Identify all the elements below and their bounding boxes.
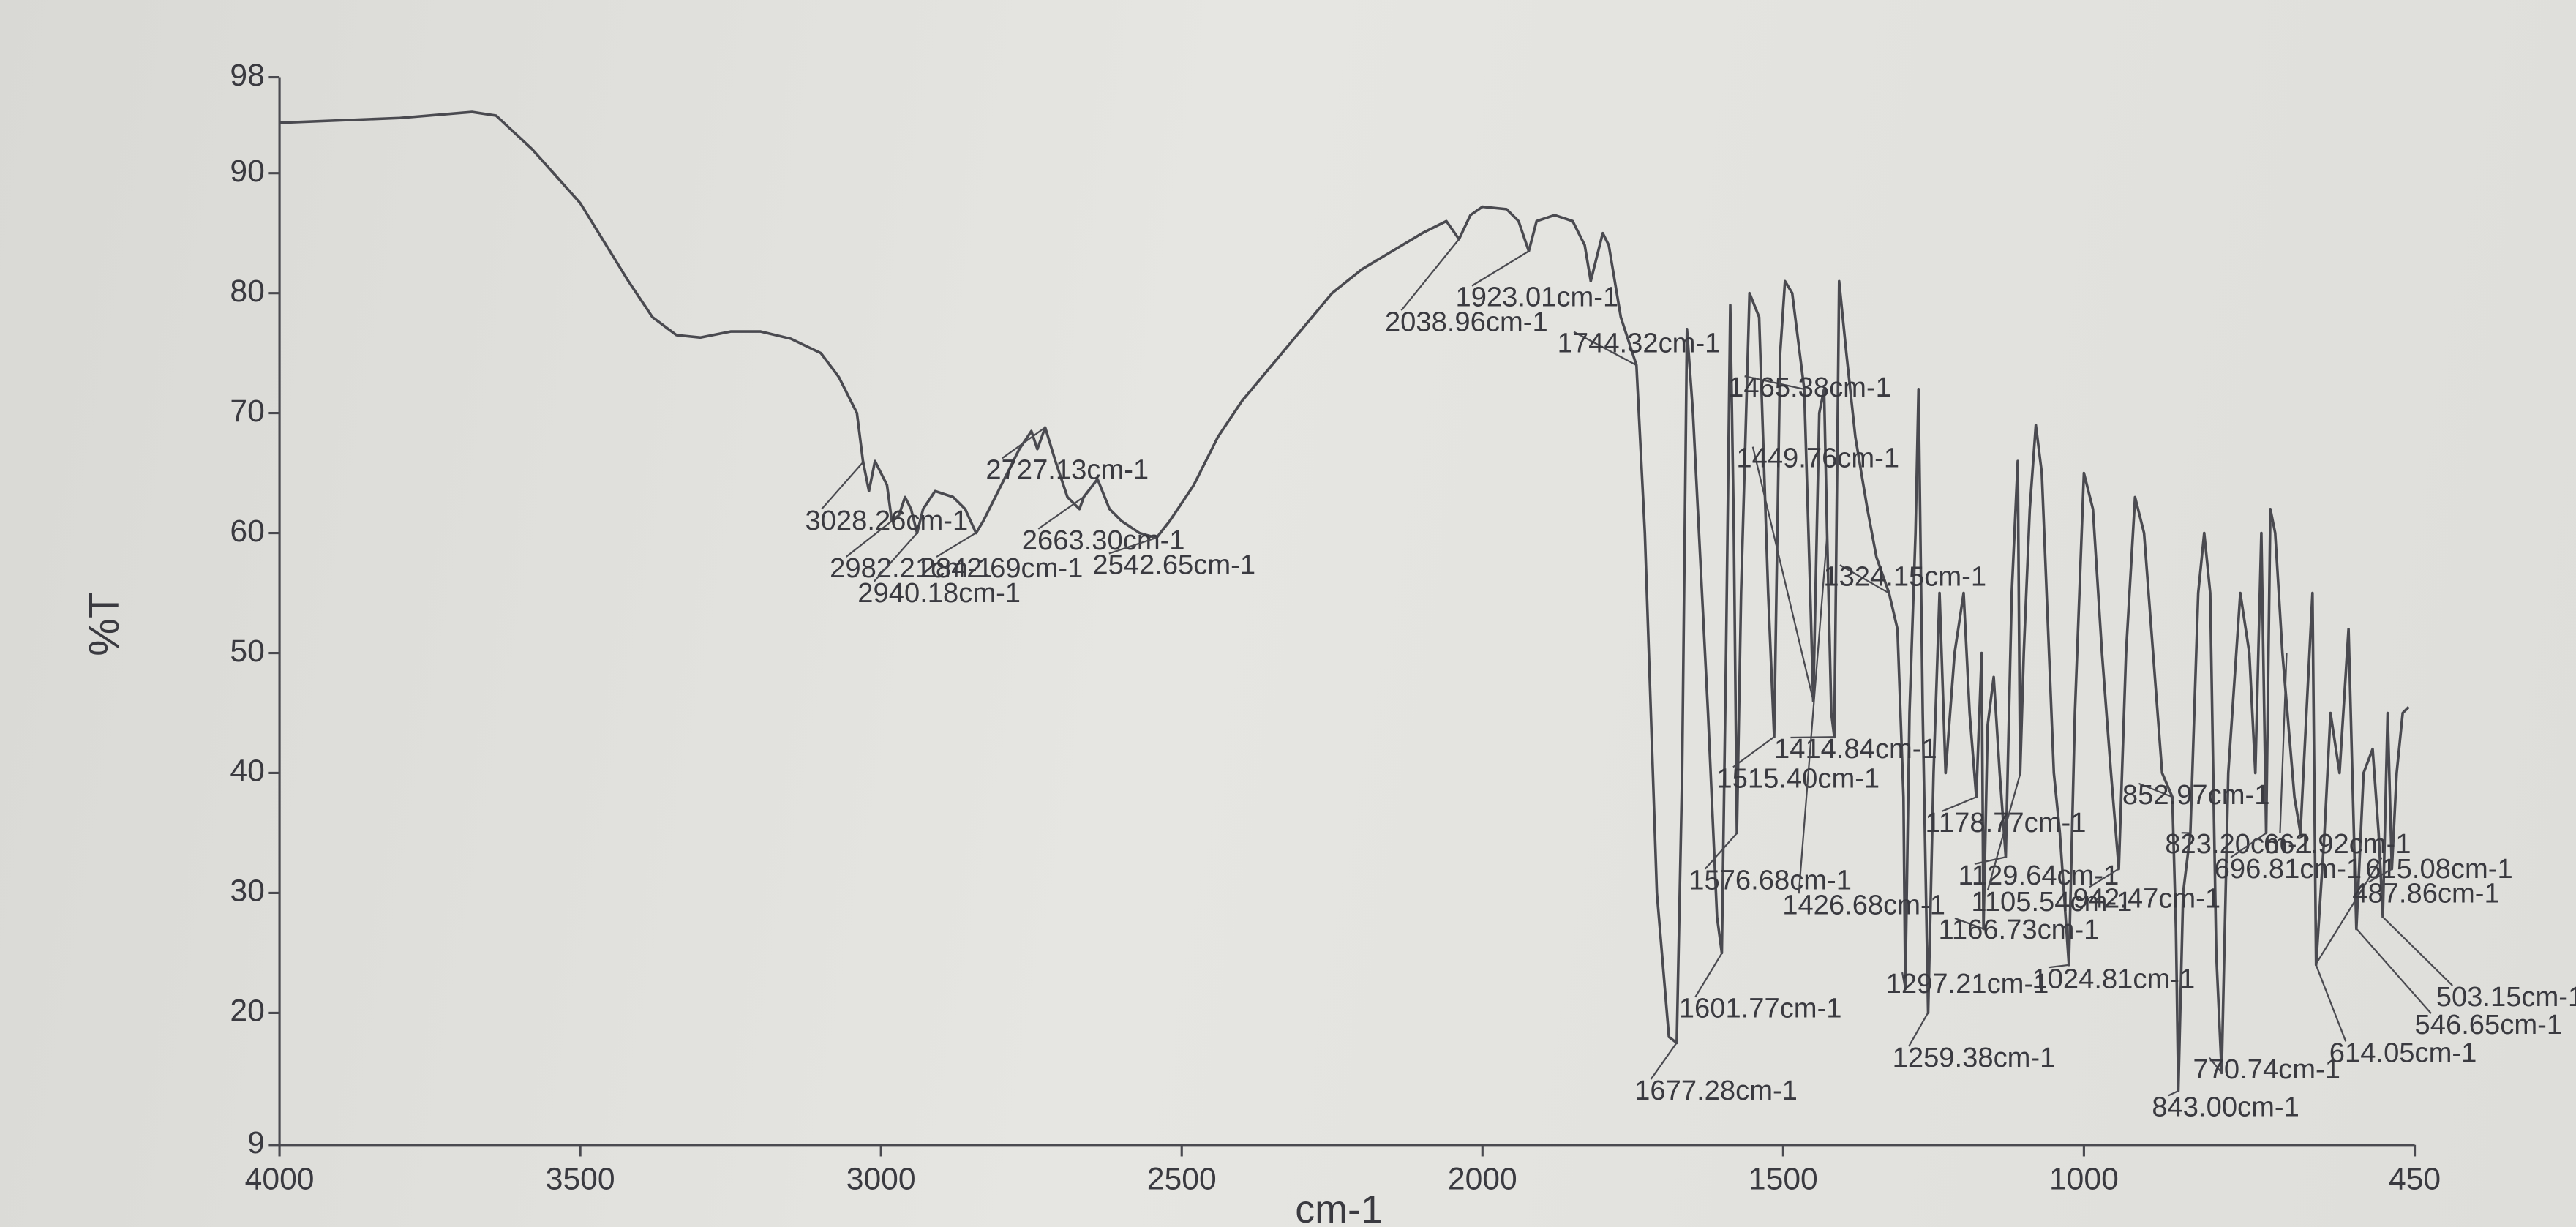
peak-label: 2982.21cm-1 (830, 552, 993, 584)
peak-leader (1108, 537, 1157, 555)
peak-leader (1732, 736, 1775, 768)
peak-leader (1986, 773, 2021, 891)
peak-label: 942.47cm-1 (2073, 882, 2221, 914)
y-tick-label: 60 (230, 514, 264, 549)
peak-label: 1601.77cm-1 (1679, 993, 1842, 1024)
x-tick-label: 4000 (245, 1161, 315, 1196)
y-tick-label: 98 (230, 58, 264, 93)
peak-leader (1650, 1042, 1678, 1080)
spectrum-line (279, 110, 2410, 1092)
peak-label: 1677.28cm-1 (1634, 1075, 1798, 1106)
y-tick-label: 50 (230, 634, 264, 669)
peak-leader (1002, 427, 1046, 459)
peak-leader (2356, 928, 2432, 1014)
peak-leader (2314, 857, 2383, 966)
peak-leader (1751, 446, 1814, 702)
peak-leader (1400, 239, 1460, 312)
peak-leader (1908, 1012, 1929, 1047)
peak-label: 823.20cm-1 (2165, 828, 2313, 860)
peak-label: 3028.26cm-1 (805, 505, 968, 536)
peak-label: 1166.73cm-1 (1939, 914, 2100, 945)
peak-label: 770.74cm-1 (2193, 1054, 2340, 1085)
peak-leader (2315, 964, 2347, 1042)
peak-leader (2279, 653, 2288, 833)
peak-leader (1744, 375, 1805, 390)
x-tick-label: 3500 (546, 1161, 615, 1196)
peak-leader (2368, 868, 2392, 883)
peak-leader (2209, 1057, 2223, 1074)
peak-label: 487.86cm-1 (2352, 878, 2500, 909)
x-tick-label: 2000 (1448, 1161, 1517, 1196)
peak-leader (1974, 856, 2007, 865)
peak-leader (1941, 796, 1977, 813)
peak-leader (821, 460, 865, 510)
peak-leader (936, 532, 977, 558)
x-tick-label: 450 (2389, 1161, 2441, 1196)
peak-leader (1790, 736, 1835, 739)
peak-label: 2940.18cm-1 (857, 577, 1021, 609)
y-axis-label: %T (80, 592, 128, 656)
y-tick-label: 20 (230, 994, 264, 1029)
peak-label: 2842.69cm-1 (920, 552, 1084, 584)
peak-label: 2727.13cm-1 (985, 454, 1149, 485)
peak-label: 843.00cm-1 (2152, 1091, 2299, 1122)
y-tick-label: 40 (230, 754, 264, 789)
peak-leader (1704, 832, 1738, 870)
peak-leader (2089, 868, 2119, 888)
peak-label: 2542.65cm-1 (1092, 549, 1255, 581)
peak-label: 614.05cm-1 (2329, 1037, 2477, 1068)
y-tick-label: 90 (230, 154, 264, 189)
peak-label: 1259.38cm-1 (1893, 1042, 2056, 1073)
peak-label: 1297.21cm-1 (1886, 968, 2049, 999)
peak-label: 1024.81cm-1 (2032, 963, 2195, 994)
peak-label: 696.81cm-1 (2215, 853, 2362, 885)
peak-label: 662.92cm-1 (2264, 828, 2411, 860)
peak-label: 1449.76cm-1 (1736, 443, 1899, 474)
peak-label: 546.65cm-1 (2415, 1009, 2563, 1040)
peak-leader (2382, 916, 2453, 986)
peak-leader (1839, 564, 1890, 594)
x-axis-label: cm-1 (1295, 1187, 1383, 1227)
peak-label: 1324.15cm-1 (1823, 560, 1986, 592)
peak-label: 1465.38cm-1 (1728, 372, 1891, 403)
peak-label: 852.97cm-1 (2122, 779, 2270, 811)
x-tick-label: 1000 (2049, 1161, 2119, 1196)
peak-label: 1576.68cm-1 (1689, 865, 1852, 896)
x-tick-label: 3000 (846, 1161, 916, 1196)
y-tick-label: 30 (230, 874, 264, 909)
peak-label: 1105.54cm-1 (1971, 886, 2132, 918)
peak-leader (2138, 782, 2173, 798)
y-tick-label: 80 (230, 274, 264, 309)
peak-leader (1471, 250, 1530, 287)
peak-label: 1426.68cm-1 (1782, 889, 1945, 920)
y-tick-label: 70 (230, 394, 264, 429)
peak-label: 1923.01cm-1 (1455, 282, 1618, 313)
peak-leader (1901, 972, 1907, 989)
peak-leader (2048, 964, 2070, 969)
peak-label: 1414.84cm-1 (1774, 733, 1937, 765)
peak-leader (1573, 331, 1637, 367)
peak-leader (1798, 533, 1828, 894)
y-tick-label: 9 (247, 1125, 265, 1160)
peak-label: 503.15cm-1 (2436, 981, 2576, 1013)
peak-leader (1954, 917, 1984, 930)
x-tick-label: 2500 (1147, 1161, 1217, 1196)
peak-label: 2038.96cm-1 (1385, 306, 1548, 337)
peak-label: 2663.30cm-1 (1022, 525, 1185, 556)
peak-leader (2168, 1089, 2179, 1097)
peak-leader (2230, 832, 2267, 858)
peak-leader (873, 532, 918, 582)
peak-leader (1037, 496, 1084, 530)
peak-leader (1694, 952, 1723, 998)
peak-label: 615.08cm-1 (2365, 853, 2513, 885)
x-tick-label: 1500 (1749, 1161, 1818, 1196)
peak-leader (845, 520, 893, 558)
peak-label: 1744.32cm-1 (1558, 328, 1721, 359)
peak-label: 1515.40cm-1 (1716, 762, 1880, 794)
